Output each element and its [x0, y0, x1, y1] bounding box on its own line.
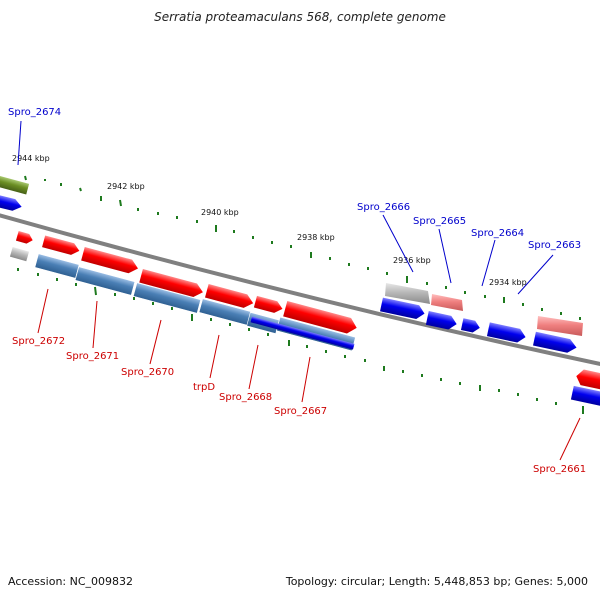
gene-blue-underlay: [250, 316, 355, 350]
label-trpd[interactable]: trpD: [193, 382, 215, 393]
gene-spro-2672[interactable]: [34, 253, 80, 279]
gene-small-gray[interactable]: [9, 246, 30, 262]
label-spro-2674[interactable]: Spro_2674: [8, 107, 61, 118]
ruler-label-2934: 2934 kbp: [489, 278, 527, 287]
label-spro-2670[interactable]: Spro_2670: [121, 367, 174, 378]
gene-spro-2665-pink[interactable]: [431, 294, 463, 311]
gene-spro-2674-arrow[interactable]: [0, 194, 23, 212]
label-spro-2664[interactable]: Spro_2664: [471, 228, 524, 239]
gene-blue-arrow-3[interactable]: [460, 318, 481, 333]
ruler-label-2936: 2936 kbp: [393, 256, 431, 265]
gene-spro-2664-arrow[interactable]: [486, 322, 527, 344]
gene-red-5[interactable]: [253, 295, 284, 315]
label-spro-2661[interactable]: Spro_2661: [533, 464, 586, 475]
gene-red-6[interactable]: [283, 300, 359, 336]
gene-spro-2663-arrow[interactable]: [533, 331, 578, 355]
gene-red-4[interactable]: [205, 284, 255, 310]
outer-tick-ring: [24, 175, 581, 320]
gene-small-red-arrow[interactable]: [15, 230, 34, 245]
leader-lines: [17, 120, 581, 461]
gene-blue-arrow-1[interactable]: [380, 297, 426, 321]
label-spro-2666[interactable]: Spro_2666: [357, 202, 410, 213]
label-spro-2667[interactable]: Spro_2667: [274, 406, 327, 417]
gene-spro-2670[interactable]: [132, 282, 202, 314]
gene-red-2[interactable]: [81, 246, 140, 275]
genome-info-text: Topology: circular; Length: 5,448,853 bp…: [285, 575, 588, 588]
page-title: Serratia proteamaculans 568, complete ge…: [154, 10, 446, 24]
gene-olive-edge[interactable]: [0, 175, 30, 195]
gene-red-3[interactable]: [139, 268, 204, 299]
gene-red-1[interactable]: [42, 235, 81, 257]
gene-pink-right[interactable]: [537, 316, 583, 336]
label-spro-2668[interactable]: Spro_2668: [219, 392, 272, 403]
inner-tick-ring: [17, 268, 584, 414]
label-spro-2672[interactable]: Spro_2672: [12, 336, 65, 347]
label-spro-2663[interactable]: Spro_2663: [528, 240, 581, 251]
gene-red-right-edge[interactable]: [575, 368, 600, 390]
ruler-label-2944: 2944 kbp: [12, 154, 50, 163]
ruler-label-2938: 2938 kbp: [297, 233, 335, 242]
gene-spro-2666-gray[interactable]: [385, 283, 430, 304]
ruler-label-2942: 2942 kbp: [107, 182, 145, 191]
gene-spro-2671[interactable]: [74, 266, 136, 296]
label-spro-2665[interactable]: Spro_2665: [413, 216, 466, 227]
accession-text: Accession: NC_009832: [8, 575, 134, 588]
label-spro-2671[interactable]: Spro_2671: [66, 351, 119, 362]
ruler-label-2940: 2940 kbp: [201, 208, 239, 217]
genome-backbone: [0, 213, 600, 366]
gene-blue-arrow-2[interactable]: [425, 311, 458, 331]
gene-spro-2661-arrow[interactable]: [570, 385, 600, 407]
